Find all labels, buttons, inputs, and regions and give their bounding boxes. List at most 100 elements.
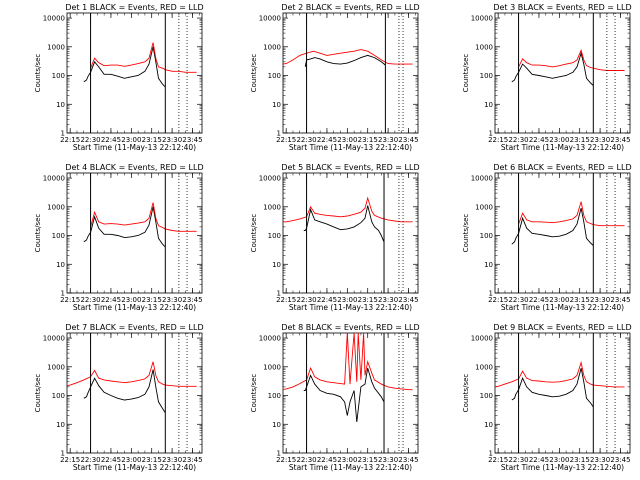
chart-title: Det 9 BLACK = Events, RED = LLD <box>493 323 631 332</box>
x-tick-label: 23:15 <box>358 136 378 144</box>
y-tick-label: 100 <box>268 72 281 80</box>
chart-title: Det 7 BLACK = Events, RED = LLD <box>65 323 203 332</box>
series-line-lld <box>495 360 625 388</box>
y-tick-label: 1 <box>61 130 65 138</box>
x-tick-label: 22:45 <box>317 296 337 304</box>
x-tick-label: 22:15 <box>488 136 508 144</box>
x-tick-label: 22:45 <box>101 136 121 144</box>
x-tick-label: 23:00 <box>337 296 357 304</box>
x-tick-label: 23:30 <box>590 456 610 464</box>
y-tick-label: 1000 <box>47 203 65 211</box>
chart-title: Det 2 BLACK = Events, RED = LLD <box>281 3 419 12</box>
chart-title: Det 4 BLACK = Events, RED = LLD <box>65 163 203 172</box>
x-tick-label: 23:00 <box>337 456 357 464</box>
x-tick-label: 23:30 <box>590 136 610 144</box>
y-axis-label: Counts/sec <box>34 374 42 413</box>
x-axis-label: Start Time (11-May-13 22:12:40) <box>289 143 412 152</box>
x-tick-label: 22:30 <box>508 456 528 464</box>
x-tick-label: 23:45 <box>182 136 202 144</box>
y-axis-label: Counts/sec <box>462 54 470 93</box>
plot-frame <box>66 172 203 294</box>
y-tick-label: 1000 <box>263 203 281 211</box>
series-line-events <box>303 205 385 243</box>
x-axis-label: Start Time (11-May-13 22:12:40) <box>289 303 412 312</box>
chart-panel-5: Det 5 BLACK = Events, RED = LLD 1 10 100 100… <box>250 163 420 312</box>
x-tick-label: 22:30 <box>508 296 528 304</box>
y-tick-label: 1000 <box>475 363 493 371</box>
series-line-events <box>83 206 166 248</box>
x-tick-label: 23:00 <box>549 136 569 144</box>
y-tick-label: 1000 <box>475 43 493 51</box>
x-tick-label: 22:15 <box>276 456 296 464</box>
chart-title: Det 8 BLACK = Events, RED = LLD <box>281 323 419 332</box>
plot-frame <box>494 332 631 454</box>
chart-title: Det 6 BLACK = Events, RED = LLD <box>493 163 631 172</box>
y-tick-label: 10 <box>272 421 281 429</box>
y-tick-label: 10000 <box>471 175 493 183</box>
plot-frame <box>282 332 419 454</box>
x-tick-label: 22:15 <box>276 296 296 304</box>
series-line-events <box>511 51 594 86</box>
chart-panel-1: Det 1 BLACK = Events, RED = LLD 1 10 100 100… <box>34 3 204 152</box>
x-tick-label: 23:15 <box>142 456 162 464</box>
x-axis-label: Start Time (11-May-13 22:12:40) <box>73 303 196 312</box>
y-tick-label: 100 <box>268 232 281 240</box>
series-line-lld <box>518 49 625 71</box>
x-tick-label: 22:45 <box>529 136 549 144</box>
chart-title: Det 1 BLACK = Events, RED = LLD <box>65 3 203 12</box>
x-axis-label: Start Time (11-May-13 22:12:40) <box>501 303 624 312</box>
chart-panel-6: Det 6 BLACK = Events, RED = LLD 1 10 100 100… <box>462 163 632 312</box>
chart-panel-7: Det 7 BLACK = Events, RED = LLD 1 10 100 100… <box>34 323 204 472</box>
y-tick-label: 100 <box>480 232 493 240</box>
x-tick-label: 23:00 <box>121 136 141 144</box>
x-tick-label: 23:15 <box>570 136 590 144</box>
y-tick-label: 10 <box>272 261 281 269</box>
x-tick-label: 22:30 <box>296 456 316 464</box>
x-tick-label: 23:30 <box>590 296 610 304</box>
x-tick-label: 23:45 <box>610 296 630 304</box>
x-tick-label: 22:30 <box>80 296 100 304</box>
y-tick-label: 1 <box>489 290 493 298</box>
series-group <box>83 202 197 248</box>
x-tick-label: 23:45 <box>182 456 202 464</box>
series-group <box>283 333 413 423</box>
x-tick-label: 23:30 <box>378 456 398 464</box>
x-tick-label: 22:45 <box>101 456 121 464</box>
x-tick-label: 23:30 <box>378 136 398 144</box>
x-axis-label: Start Time (11-May-13 22:12:40) <box>501 463 624 472</box>
plot-frame <box>282 12 419 134</box>
series-group <box>283 49 413 67</box>
x-tick-label: 22:15 <box>276 136 296 144</box>
plot-frame <box>66 332 203 454</box>
x-tick-label: 23:00 <box>337 136 357 144</box>
x-tick-label: 23:15 <box>570 456 590 464</box>
y-tick-label: 1 <box>61 290 65 298</box>
series-line-lld <box>90 42 197 73</box>
y-tick-label: 10000 <box>259 15 281 23</box>
y-tick-label: 10000 <box>43 335 65 343</box>
x-tick-label: 22:30 <box>296 136 316 144</box>
x-tick-label: 22:45 <box>529 456 549 464</box>
series-line-lld <box>283 333 413 391</box>
chart-title: Det 3 BLACK = Events, RED = LLD <box>493 3 631 12</box>
plot-frame <box>66 12 203 134</box>
y-tick-label: 1 <box>489 130 493 138</box>
y-tick-label: 10 <box>56 421 65 429</box>
x-tick-label: 22:30 <box>296 296 316 304</box>
x-tick-label: 23:30 <box>162 296 182 304</box>
x-axis-label: Start Time (11-May-13 22:12:40) <box>501 143 624 152</box>
y-tick-label: 1 <box>489 450 493 458</box>
x-tick-label: 23:45 <box>398 136 418 144</box>
series-line-lld <box>67 361 197 387</box>
y-tick-label: 10 <box>272 101 281 109</box>
x-tick-label: 22:45 <box>529 296 549 304</box>
series-line-events <box>83 369 166 414</box>
series-line-events <box>83 46 166 88</box>
y-axis-label: Counts/sec <box>250 54 258 93</box>
y-tick-label: 100 <box>480 392 493 400</box>
y-tick-label: 1000 <box>263 363 281 371</box>
x-tick-label: 23:45 <box>610 456 630 464</box>
x-axis-label: Start Time (11-May-13 22:12:40) <box>73 143 196 152</box>
plot-frame <box>282 172 419 294</box>
y-tick-label: 1 <box>277 290 281 298</box>
